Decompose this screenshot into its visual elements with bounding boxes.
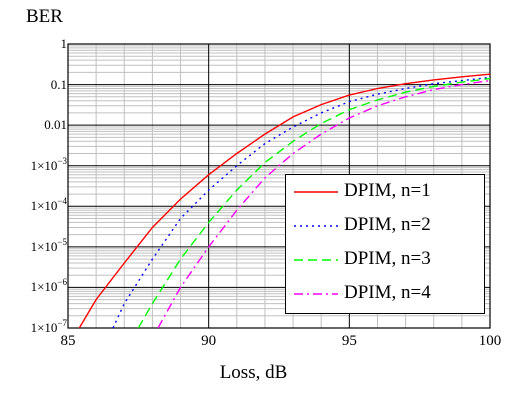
legend-swatch <box>294 259 338 261</box>
legend-swatch <box>294 225 338 227</box>
legend-label: DPIM, n=3 <box>344 248 431 269</box>
plot-frame <box>67 43 491 329</box>
y-tick-label: 0.01 <box>44 117 67 133</box>
legend-label: DPIM, n=4 <box>344 282 431 303</box>
legend-entry: DPIM, n=1 <box>286 175 486 209</box>
y-tick-label: 1×10−7 <box>30 318 67 335</box>
legend-entry: DPIM, n=2 <box>286 209 486 243</box>
series-line-n1 <box>78 73 490 328</box>
legend-entry: DPIM, n=4 <box>286 277 486 311</box>
legend-swatch <box>294 293 338 295</box>
x-axis-title: Loss, dB <box>219 362 288 383</box>
x-tick-label: 100 <box>478 333 502 349</box>
legend-label: DPIM, n=1 <box>344 180 431 201</box>
y-tick-label: 1×10−6 <box>30 277 67 295</box>
y-tick-label: 1×10−3 <box>30 155 67 173</box>
y-tick-label: 1 <box>60 36 68 51</box>
legend: DPIM, n=1 DPIM, n=2 DPIM, n=3 DPIM, n=4 <box>285 174 485 314</box>
legend-label: DPIM, n=2 <box>344 214 431 235</box>
legend-entry: DPIM, n=3 <box>286 243 486 277</box>
x-tick-label: 95 <box>341 333 357 349</box>
x-tick-label: 85 <box>60 333 76 349</box>
y-tick-label: 1×10−4 <box>30 196 67 214</box>
y-tick-label: 1×10−5 <box>30 236 67 254</box>
x-tick-label: 90 <box>201 333 217 349</box>
y-axis-title: BER <box>26 6 63 27</box>
y-tick-label: 0.1 <box>50 76 67 92</box>
series-line-n3 <box>137 77 490 328</box>
series-line-n4 <box>157 79 490 328</box>
legend-swatch <box>294 191 338 193</box>
